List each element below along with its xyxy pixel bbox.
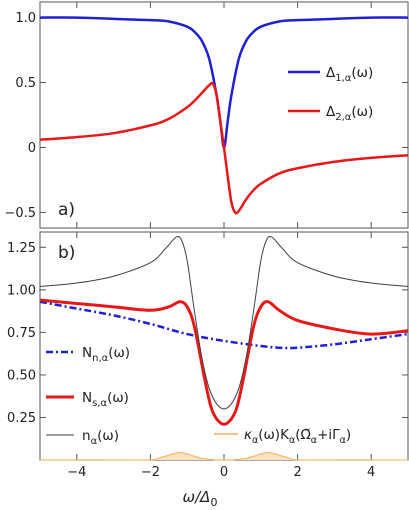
xtick-label: −4: [67, 465, 86, 480]
ytick-label: 0: [28, 141, 36, 156]
panel-b-series: [39, 235, 409, 461]
series-b-1-line: [39, 298, 409, 426]
series-b-3-line: [39, 451, 409, 461]
xtick-label: 4: [367, 465, 375, 480]
ytick-label: 0.75: [7, 326, 36, 341]
ytick-label: 0.25: [7, 411, 36, 426]
ytick-label: 0.50: [7, 368, 36, 383]
ytick-label: 1.25: [7, 241, 36, 256]
panel-a-legend: Δ1,α(ω) Δ2,α(ω): [288, 65, 373, 123]
panel-b-yticks: 1.25 1.00 0.75 0.50 0.25: [7, 241, 408, 426]
legend-delta2-label: Δ2,α(ω): [326, 104, 373, 123]
ytick-label: −0.5: [4, 206, 36, 221]
legend-Nn-label: Nn,α(ω): [82, 345, 130, 364]
panel-a-series: [39, 16, 409, 215]
legend-Ns-label: Ns,α(ω): [82, 390, 129, 409]
ytick-label: 0.5: [15, 76, 36, 91]
panel-a: 1.0 0.5 0 −0.5 a) Δ1,α(ω) Δ2,α(ω): [4, 1, 409, 229]
panel-b-label: b): [58, 243, 75, 263]
panel-b-xticks: −4 −2 0 2 4: [67, 232, 375, 480]
ytick-label: 1.00: [7, 283, 36, 298]
xtick-label: 2: [293, 465, 301, 480]
panel-a-yticks: 1.0 0.5 0 −0.5: [4, 2, 408, 228]
series-a-0-line: [39, 16, 409, 149]
xtick-label: −2: [141, 465, 160, 480]
series-b-2-line: [39, 235, 409, 410]
panel-b-legend: Nn,α(ω) Ns,α(ω) nα(ω) κα(ω)Kα(Ω̃α+iΓ̄α): [46, 345, 351, 447]
ytick-label: 1.0: [15, 11, 36, 26]
legend-kappa-label: κα(ω)Kα(Ω̃α+iΓ̄α): [244, 427, 351, 446]
panel-a-label: a): [58, 200, 75, 220]
legend-n-label: nα(ω): [82, 428, 119, 447]
series-a-1-line: [39, 81, 409, 215]
x-axis-title: ω/Δ0: [183, 488, 218, 509]
panel-b: 1.25 1.00 0.75 0.50 0.25 −4 −2 0 2 4 b) Nn,α(ω) …: [7, 231, 409, 480]
xtick-label: 0: [220, 465, 228, 480]
panel-b-frame: [39, 231, 409, 461]
legend-delta1-label: Δ1,α(ω): [326, 65, 373, 84]
series-b-0-line: [39, 300, 409, 350]
